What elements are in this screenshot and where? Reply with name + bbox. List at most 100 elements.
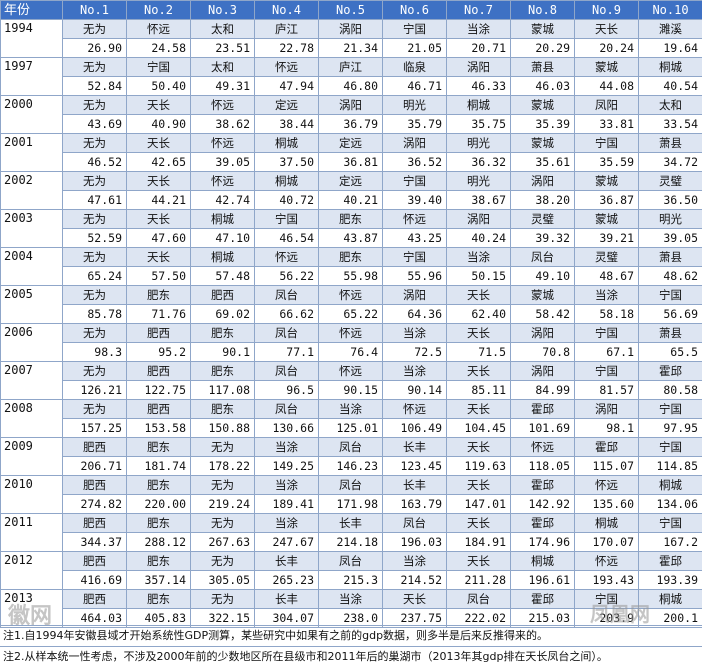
gdp-value-cell: 57.50 xyxy=(127,267,191,286)
gdp-value-cell: 90.14 xyxy=(383,381,447,400)
gdp-value-cell: 50.15 xyxy=(447,267,511,286)
county-name-cell: 天长 xyxy=(447,552,511,571)
gdp-value-cell: 101.69 xyxy=(511,419,575,438)
county-name-cell: 无为 xyxy=(191,590,255,609)
county-name-cell: 宁国 xyxy=(639,514,702,533)
gdp-value-cell: 196.61 xyxy=(511,571,575,590)
gdp-value-cell: 39.40 xyxy=(383,191,447,210)
county-name-cell: 怀远 xyxy=(255,248,319,267)
gdp-value-cell: 65.5 xyxy=(639,343,702,362)
county-name-cell: 霍邱 xyxy=(639,552,702,571)
gdp-value-cell: 267.63 xyxy=(191,533,255,552)
gdp-value-cell: 55.98 xyxy=(319,267,383,286)
county-name-cell: 怀远 xyxy=(191,134,255,153)
county-name-cell: 当涂 xyxy=(255,438,319,457)
gdp-value-cell: 142.92 xyxy=(511,495,575,514)
county-name-cell: 桐城 xyxy=(191,210,255,229)
county-name-cell: 肥东 xyxy=(127,552,191,571)
county-name-cell: 萧县 xyxy=(639,248,702,267)
gdp-value-cell: 84.99 xyxy=(511,381,575,400)
county-name-cell: 濉溪 xyxy=(639,20,702,39)
gdp-value-cell: 114.85 xyxy=(639,457,702,476)
gdp-value-cell: 181.74 xyxy=(127,457,191,476)
gdp-value-cell: 36.32 xyxy=(447,153,511,172)
county-name-cell: 怀远 xyxy=(191,172,255,191)
year-cell: 2002 xyxy=(1,172,63,210)
county-name-cell: 肥东 xyxy=(319,248,383,267)
county-name-cell: 明光 xyxy=(447,134,511,153)
county-name-cell: 无为 xyxy=(63,172,127,191)
county-name-cell: 明光 xyxy=(639,210,702,229)
county-name-cell: 霍邱 xyxy=(511,514,575,533)
gdp-value-cell: 96.5 xyxy=(255,381,319,400)
gdp-value-cell: 119.63 xyxy=(447,457,511,476)
gdp-value-cell: 56.69 xyxy=(639,305,702,324)
county-name-cell: 肥东 xyxy=(191,324,255,343)
gdp-value-cell: 67.1 xyxy=(575,343,639,362)
year-cell: 2004 xyxy=(1,248,63,286)
county-name-cell: 长丰 xyxy=(255,552,319,571)
notes: 注1.自1994年安徽县域才开始系统性GDP测算，某些研究中如果有之前的gdp数… xyxy=(0,625,702,667)
gdp-value-cell: 40.21 xyxy=(319,191,383,210)
gdp-value-cell: 46.52 xyxy=(63,153,127,172)
gdp-value-cell: 77.1 xyxy=(255,343,319,362)
county-name-cell: 宁国 xyxy=(639,286,702,305)
gdp-value-cell: 21.05 xyxy=(383,39,447,58)
county-name-cell: 蒙城 xyxy=(511,134,575,153)
gdp-value-cell: 22.78 xyxy=(255,39,319,58)
county-name-cell: 无为 xyxy=(63,134,127,153)
gdp-value-cell: 47.61 xyxy=(63,191,127,210)
year-cell: 2013 xyxy=(1,590,63,628)
gdp-value-cell: 85.78 xyxy=(63,305,127,324)
gdp-value-cell: 47.94 xyxy=(255,77,319,96)
county-name-cell: 肥东 xyxy=(127,590,191,609)
gdp-value-cell: 20.29 xyxy=(511,39,575,58)
gdp-value-cell: 36.52 xyxy=(383,153,447,172)
county-name-cell: 怀远 xyxy=(575,476,639,495)
gdp-value-cell: 58.18 xyxy=(575,305,639,324)
gdp-value-cell: 76.4 xyxy=(319,343,383,362)
gdp-value-cell: 57.48 xyxy=(191,267,255,286)
gdp-value-cell: 357.14 xyxy=(127,571,191,590)
county-name-cell: 灵璧 xyxy=(639,172,702,191)
county-name-cell: 无为 xyxy=(63,96,127,115)
county-name-cell: 宁国 xyxy=(575,362,639,381)
year-cell: 2001 xyxy=(1,134,63,172)
county-name-cell: 霍邱 xyxy=(639,362,702,381)
county-name-cell: 无为 xyxy=(191,438,255,457)
county-name-cell: 怀远 xyxy=(511,438,575,457)
gdp-value-cell: 40.72 xyxy=(255,191,319,210)
county-name-cell: 天长 xyxy=(127,248,191,267)
county-name-cell: 肥西 xyxy=(127,362,191,381)
county-name-cell: 无为 xyxy=(191,476,255,495)
rank-header: No.2 xyxy=(127,1,191,20)
county-name-cell: 肥西 xyxy=(127,400,191,419)
county-name-cell: 怀远 xyxy=(319,362,383,381)
county-name-cell: 凤台 xyxy=(511,248,575,267)
county-name-cell: 肥东 xyxy=(127,286,191,305)
year-cell: 1997 xyxy=(1,58,63,96)
county-name-cell: 涡阳 xyxy=(447,58,511,77)
gdp-value-cell: 35.59 xyxy=(575,153,639,172)
gdp-value-cell: 33.54 xyxy=(639,115,702,134)
header-row: 年份 No.1 No.2 No.3 No.4 No.5 No.6 No.7 No… xyxy=(1,1,702,20)
county-name-cell: 涡阳 xyxy=(511,362,575,381)
gdp-value-cell: 147.01 xyxy=(447,495,511,514)
gdp-value-cell: 47.10 xyxy=(191,229,255,248)
county-name-cell: 萧县 xyxy=(639,134,702,153)
county-name-cell: 当涂 xyxy=(447,20,511,39)
gdp-value-cell: 219.24 xyxy=(191,495,255,514)
year-cell: 2008 xyxy=(1,400,63,438)
gdp-value-cell: 163.79 xyxy=(383,495,447,514)
note-2: 注2.从样本统一性考虑，不涉及2000年前的少数地区所在县级市和2011年后的巢… xyxy=(0,646,702,667)
gdp-value-cell: 71.76 xyxy=(127,305,191,324)
year-cell: 2006 xyxy=(1,324,63,362)
